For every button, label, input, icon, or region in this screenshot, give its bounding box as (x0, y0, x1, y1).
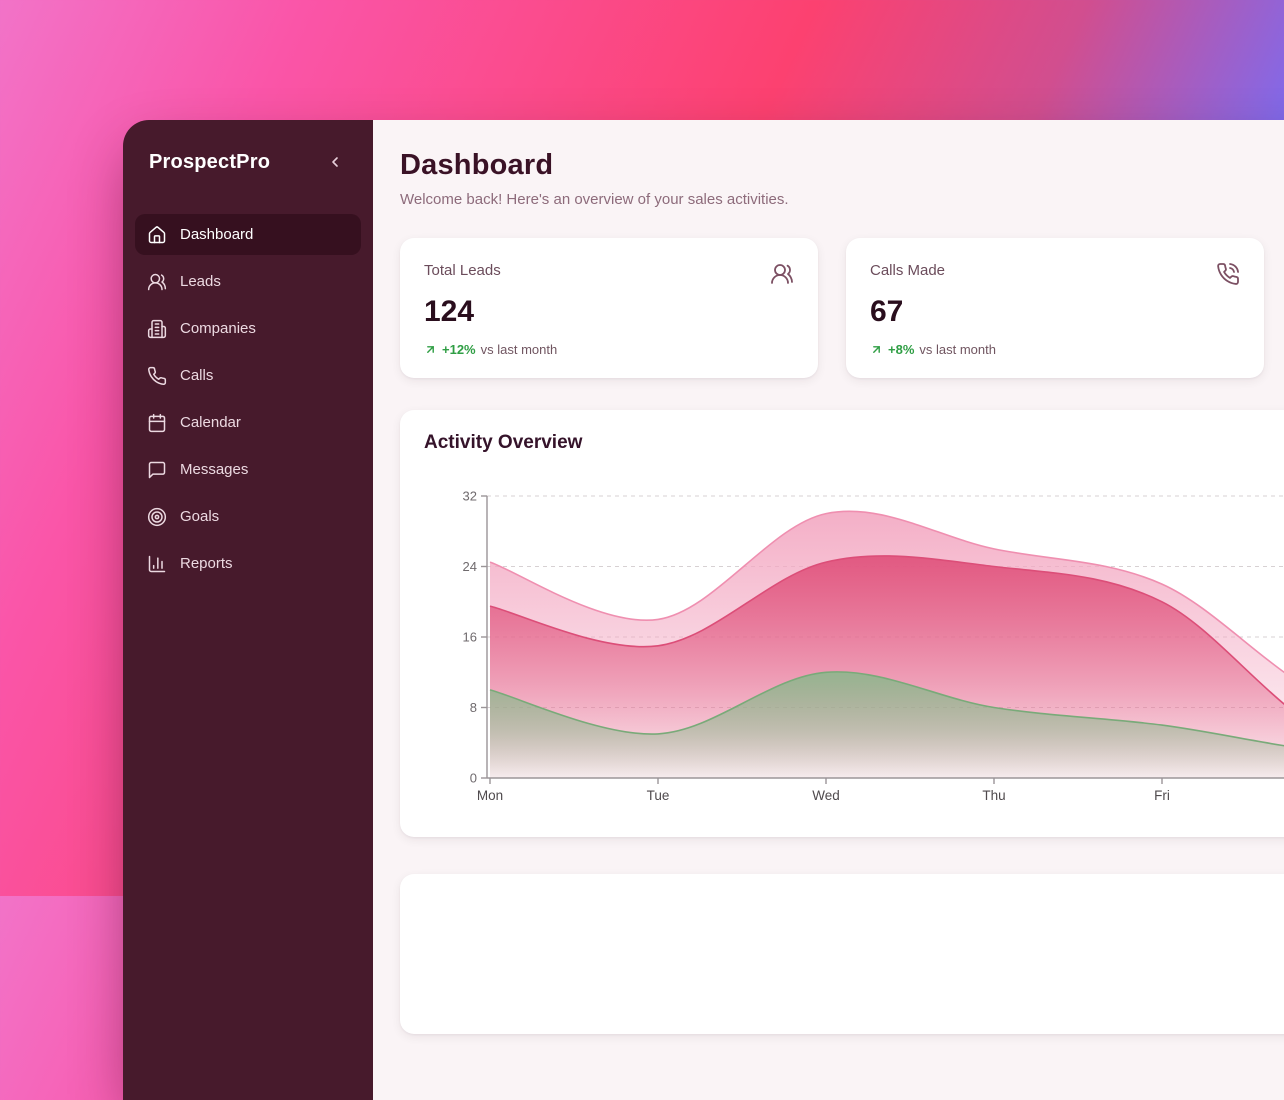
sidebar-collapse-button[interactable] (323, 150, 347, 174)
home-icon (147, 225, 167, 245)
x-axis-label: Fri (1154, 788, 1170, 803)
page-subtitle: Welcome back! Here's an overview of your… (400, 191, 789, 208)
x-axis-label: Wed (812, 788, 840, 803)
building-icon (147, 319, 167, 339)
y-axis-label: 32 (463, 489, 477, 504)
chart-title: Activity Overview (424, 432, 583, 453)
trend-percent: +8% (888, 342, 915, 357)
stat-label: Total Leads (424, 262, 501, 279)
app-window: ProspectPro Dashboard Leads Companies Ca… (123, 120, 1284, 1100)
stat-trend: +8% vs last month (870, 342, 1240, 357)
y-axis-label: 16 (463, 630, 477, 645)
sidebar-item-label: Calendar (180, 414, 241, 431)
calendar-icon (147, 413, 167, 433)
activity-chart: 08162432MonTueWedThuFriSatSun (424, 484, 1284, 816)
sidebar-item-leads[interactable]: Leads (135, 261, 361, 302)
bar-chart-icon (147, 554, 167, 574)
main-content: Dashboard Welcome back! Here's an overvi… (373, 120, 1284, 1100)
chevron-left-icon (327, 154, 343, 170)
line-series-pink-light (489, 510, 1284, 674)
page-title: Dashboard (400, 149, 554, 181)
stat-value: 124 (424, 295, 475, 328)
x-axis-label: Mon (477, 788, 503, 803)
sidebar-item-calls[interactable]: Calls (135, 355, 361, 396)
app-logo-title: ProspectPro (149, 150, 271, 173)
sidebar-item-label: Companies (180, 320, 256, 337)
activity-overview-card: Activity Overview 0 8 16 24 32 Mon Tue Wed Thu Fr… (400, 410, 1284, 837)
line-series-rose (489, 555, 1284, 706)
trend-up-icon (870, 343, 883, 356)
y-axis-label: 24 (463, 559, 477, 574)
stats-row: Total Leads 124 +12% vs last month Calls… (400, 238, 1284, 378)
y-axis-label: 8 (470, 700, 477, 715)
trend-suffix: vs last month (480, 342, 558, 357)
stat-card-total-leads: Total Leads 124 +12% vs last month (400, 238, 818, 378)
sidebar-item-goals[interactable]: Goals (135, 496, 361, 537)
area-series-green (490, 671, 1284, 778)
bottom-card-partial (400, 874, 1284, 1034)
activity-chart-svg: 08162432MonTueWedThuFriSatSun (463, 489, 1284, 803)
x-axis-label: Tue (647, 788, 670, 803)
sidebar-item-label: Reports (180, 555, 233, 572)
message-icon (147, 460, 167, 480)
sidebar-item-label: Dashboard (180, 226, 254, 243)
sidebar-item-companies[interactable]: Companies (135, 308, 361, 349)
stat-card-calls-made: Calls Made 67 +8% vs last month (846, 238, 1264, 378)
sidebar: ProspectPro Dashboard Leads Companies Ca… (123, 120, 373, 1100)
stat-label: Calls Made (870, 262, 946, 279)
sidebar-item-label: Leads (180, 273, 221, 290)
trend-suffix: vs last month (919, 342, 996, 357)
sidebar-item-reports[interactable]: Reports (135, 543, 361, 584)
sidebar-nav: Dashboard Leads Companies Calls Calendar… (135, 214, 361, 590)
sidebar-header: ProspectPro (135, 144, 361, 174)
sidebar-item-dashboard[interactable]: Dashboard (135, 214, 361, 255)
phone-call-icon (1216, 262, 1240, 286)
x-axis-label: Thu (982, 788, 1005, 803)
stat-value: 67 (870, 295, 904, 328)
sidebar-item-label: Calls (180, 367, 214, 384)
sidebar-item-label: Messages (180, 461, 249, 478)
sidebar-item-calendar[interactable]: Calendar (135, 402, 361, 443)
sidebar-item-label: Goals (180, 508, 220, 525)
phone-icon (147, 366, 167, 386)
target-icon (147, 507, 167, 527)
users-icon (147, 272, 167, 292)
y-axis-label: 0 (470, 771, 477, 786)
trend-percent: +12% (442, 342, 476, 357)
users-round-icon (770, 262, 794, 286)
sidebar-item-messages[interactable]: Messages (135, 449, 361, 490)
line-series-green (489, 671, 1284, 747)
trend-up-icon (424, 343, 437, 356)
stat-trend: +12% vs last month (424, 342, 794, 357)
